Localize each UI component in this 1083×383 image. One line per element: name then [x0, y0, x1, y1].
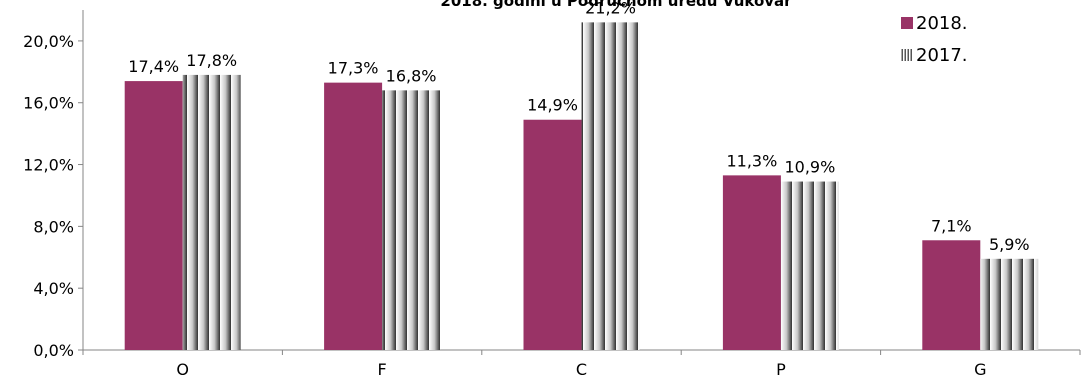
bar-2017-C — [581, 22, 640, 350]
y-tick-label: 0,0% — [33, 341, 74, 360]
bar-2018-O — [124, 81, 183, 350]
bar-2018-F — [324, 82, 383, 351]
bar-2018-P — [722, 175, 781, 350]
bars — [124, 22, 1039, 351]
legend-label-2017: 2017. — [916, 45, 968, 66]
y-tick-label: 12,0% — [23, 156, 74, 175]
x-category-label: F — [377, 360, 386, 379]
data-label: 14,9% — [527, 96, 578, 115]
data-label: 5,9% — [989, 235, 1030, 254]
legend-label-2018: 2018. — [916, 13, 968, 34]
legend-swatch-2018 — [901, 17, 913, 29]
x-category-label: C — [576, 360, 587, 379]
y-tick-label: 8,0% — [33, 217, 74, 236]
y-tick-label: 4,0% — [33, 279, 74, 298]
data-labels: 17,4% 17,8% 17,3% 16,8% 14,9% 21,2% 11,3% 10,9%… — [128, 0, 1029, 254]
y-tick-label: 16,0% — [23, 94, 74, 113]
legend: 2018. 2017. — [901, 13, 968, 66]
y-axis: 0,0% 4,0% 8,0% 12,0% 16,0% 20,0% — [23, 10, 84, 360]
x-category-label: G — [974, 360, 986, 379]
bar-2017-P — [780, 181, 839, 350]
bar-2018-G — [922, 240, 981, 350]
bar-2017-F — [382, 90, 441, 350]
bar-2017-O — [182, 74, 241, 350]
y-tick-label: 20,0% — [23, 32, 74, 51]
legend-swatch-2017 — [901, 49, 913, 61]
data-label: 17,3% — [328, 59, 379, 78]
x-category-label: P — [776, 360, 786, 379]
data-label: 17,8% — [186, 51, 237, 70]
data-label: 7,1% — [931, 216, 972, 235]
x-category-label: O — [176, 360, 189, 379]
bar-2018-C — [523, 119, 582, 351]
data-label: 17,4% — [128, 57, 179, 76]
data-label: 10,9% — [784, 158, 835, 177]
bar-2017-G — [980, 258, 1039, 350]
data-label: 11,3% — [726, 151, 777, 170]
data-label: 16,8% — [386, 66, 437, 85]
chart-title: 2018. godini u Područnom uredu Vukovar — [440, 0, 792, 10]
data-label: 21,2% — [585, 0, 636, 17]
